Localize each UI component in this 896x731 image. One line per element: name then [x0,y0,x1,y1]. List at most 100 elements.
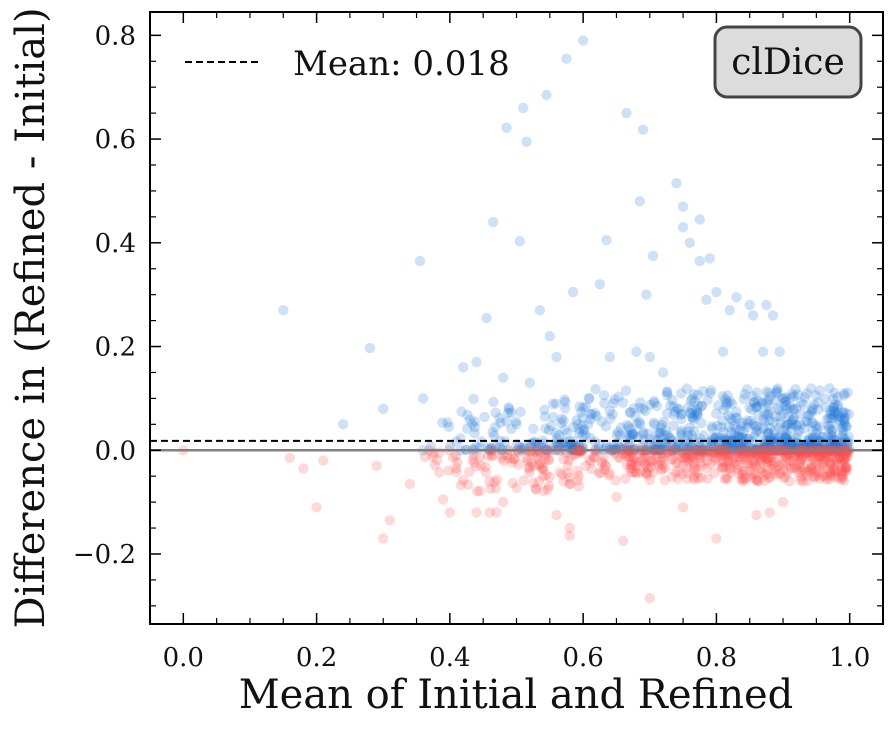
negative-point-9 [438,494,449,505]
cluster-0-point-681 [844,443,855,455]
cluster-0-point-322 [785,401,796,413]
cluster-0-point-521 [672,403,683,414]
cluster-0-point-420 [832,408,843,419]
cluster-0-point-667 [721,441,733,452]
cluster-0-point-275 [779,401,790,412]
positive-point-19 [641,289,652,300]
cluster-2-point-460 [761,462,772,473]
cluster-1-point-74 [461,423,473,434]
cluster-0-point-657 [692,389,703,401]
positive-point-3 [481,312,492,324]
cluster-2-point-27 [687,451,698,463]
positive-point-27 [701,294,712,305]
cluster-0-point-428 [763,406,774,417]
cluster-0-point-318 [614,430,626,441]
cluster-0-point-45 [807,417,819,429]
cluster-0-point-405 [815,436,826,447]
cluster-0-point-122 [748,397,759,408]
cluster-3-point-99 [530,484,542,495]
cluster-0-point-495 [763,428,774,439]
cluster-0-point-369 [621,430,632,441]
badge-box [713,25,863,99]
cluster-2-point-401 [837,466,848,478]
cluster-3-point-91 [443,465,454,476]
cluster-2-point-110 [589,451,600,463]
cluster-0-point-46 [685,407,696,419]
cluster-0-point-462 [769,426,780,437]
cluster-3-point-23 [540,449,552,460]
cluster-0-point-577 [723,410,734,421]
cluster-3-point-63 [463,466,475,478]
cluster-2-point-171 [667,453,678,464]
cluster-2-point-388 [688,465,699,476]
positive-point-10 [541,89,552,101]
cluster-2-point-498 [806,459,818,470]
cluster-1-point-118 [464,414,476,425]
cluster-0-point-668 [770,388,782,399]
cluster-2-point-174 [646,455,657,466]
cluster-0-point-432 [586,409,598,420]
cluster-2-point-224 [723,458,734,469]
x-tick-label: 0.4 [429,643,470,673]
cluster-2-point-325 [823,464,834,476]
cluster-0-point-91 [691,404,703,416]
cluster-2-point-162 [733,459,744,470]
cluster-2-point-20 [780,471,791,483]
cluster-3-point-29 [541,469,552,481]
badge-label: clDice [731,42,845,83]
cluster-3-point-1 [489,476,500,488]
cluster-1-point-90 [469,421,481,433]
cluster-2-point-260 [707,446,719,457]
cluster-2-point-394 [837,446,848,457]
positive-point-23 [677,222,689,233]
cluster-0-point-79 [767,437,778,448]
cluster-0-point-567 [611,429,622,441]
cluster-1-point-84 [515,406,526,418]
cluster-2-point-15 [604,468,615,479]
cluster-2-point-350 [580,460,591,472]
cluster-2-point-336 [831,454,843,466]
cluster-2-point-416 [722,455,734,466]
positive-point-30 [717,346,729,357]
cluster-2-point-297 [681,452,692,463]
cluster-0-point-254 [761,397,773,408]
cluster-0-point-355 [624,430,635,441]
cluster-3-point-103 [452,457,463,468]
cluster-2-point-347 [642,469,653,480]
negative-point-20 [644,592,655,604]
cluster-0-point-225 [637,403,649,415]
cluster-0-point-173 [804,409,815,420]
cluster-0-point-22 [750,401,762,413]
cluster-0-point-330 [823,412,834,424]
cluster-2-point-454 [810,457,822,468]
cluster-0-point-529 [793,441,804,452]
cluster-2-point-99 [816,459,827,470]
cluster-2-point-142 [828,456,840,467]
cluster-0-point-72 [628,428,639,440]
positive-point-29 [711,286,722,298]
cluster-1-point-60 [565,440,576,452]
cluster-2-point-141 [596,456,607,467]
cluster-1-point-53 [573,439,584,451]
cluster-0-point-86 [617,397,629,408]
cluster-1-point-99 [468,393,479,405]
cluster-2-point-175 [586,456,597,467]
cluster-3-point-70 [556,469,568,480]
cluster-3-point-28 [457,475,469,486]
cluster-2-point-475 [837,470,848,482]
cluster-0-point-423 [801,388,812,399]
cluster-1-point-75 [456,406,467,417]
cluster-0-point-263 [696,440,707,451]
cluster-0-point-97 [632,431,644,443]
cluster-2-point-275 [836,465,847,476]
cluster-2-point-511 [717,461,728,472]
cluster-0-point-210 [798,399,809,410]
cluster-0-point-413 [687,412,698,423]
cluster-2-point-440 [831,456,843,468]
positive-point-9 [534,305,545,316]
cluster-0-point-313 [828,393,839,405]
x-tick-label: 1.0 [829,643,870,673]
cluster-2-point-38 [785,463,797,474]
cluster-0-point-586 [751,424,763,436]
cluster-0-point-77 [635,397,646,408]
